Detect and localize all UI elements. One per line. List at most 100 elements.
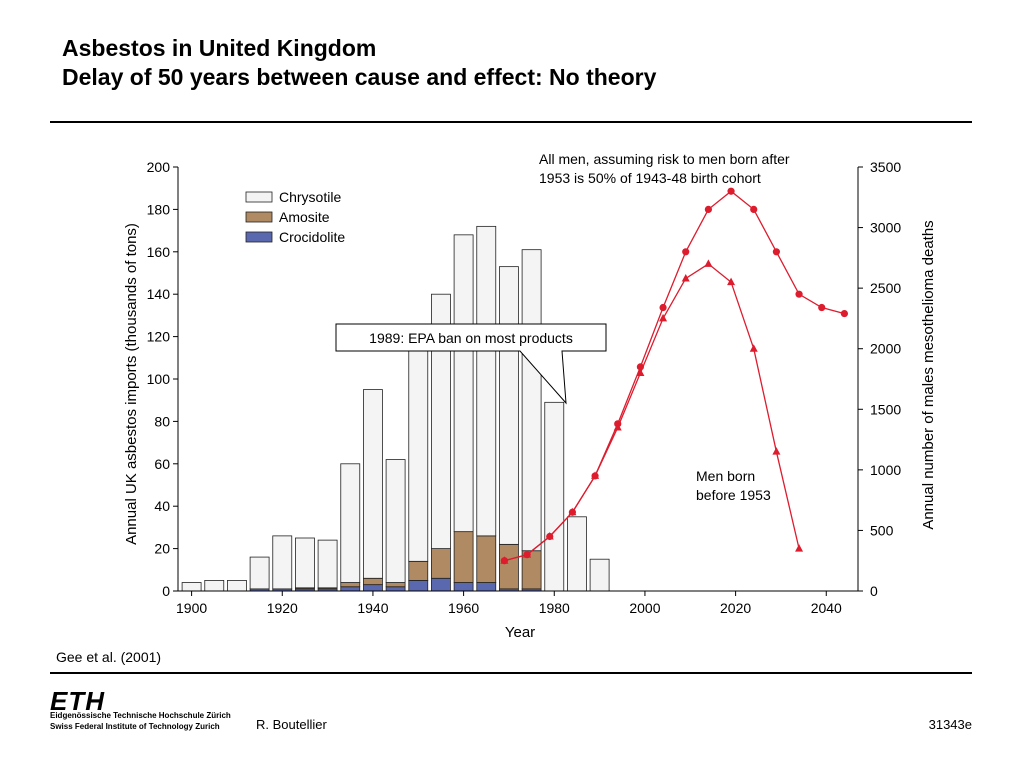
bar-1980-chrysotile — [544, 401, 565, 592]
bar-1940-chrysotile — [363, 389, 383, 579]
institution-line1: Eidgenössische Technische Hochschule Zür… — [50, 711, 231, 720]
bar-1945-chrysotile — [385, 459, 406, 583]
series-1-point — [681, 273, 690, 282]
bar-1945-crocidolite — [385, 586, 406, 592]
series-1-point — [568, 507, 577, 516]
left-tick-label: 100 — [147, 371, 171, 387]
series-1-point — [704, 259, 713, 267]
series-0-point — [750, 205, 758, 213]
doc-number: 31343e — [928, 717, 972, 732]
left-tick-label: 20 — [154, 541, 170, 557]
lines-layer — [500, 187, 849, 565]
bar-1940-crocidolite — [363, 584, 383, 592]
series-1-point — [659, 313, 668, 322]
series-0-point — [840, 309, 849, 318]
annotation-men-born-line2: before 1953 — [696, 487, 771, 503]
bar-1920-chrysotile — [272, 535, 293, 590]
header-divider — [50, 121, 972, 123]
left-tick-label: 40 — [154, 498, 170, 514]
right-tick-label: 1000 — [870, 462, 901, 478]
x-axis-title: Year — [505, 624, 535, 641]
bar-1960-chrysotile — [453, 234, 474, 533]
series-1-point — [749, 344, 758, 352]
author: R. Boutellier — [256, 717, 327, 732]
left-tick-label: 180 — [147, 201, 171, 217]
bar-1935-amosite — [340, 582, 361, 588]
right-tick-label: 0 — [870, 583, 878, 599]
series-0-point — [704, 205, 713, 213]
bar-1970-amosite — [499, 543, 519, 590]
right-tick-label: 2500 — [870, 280, 901, 296]
bar-1945-amosite — [385, 582, 406, 588]
page-title: Asbestos in United Kingdom Delay of 50 y… — [62, 34, 656, 92]
right-tick-label: 3000 — [870, 220, 901, 236]
series-0-point — [659, 303, 667, 312]
citation: Gee et al. (2001) — [56, 649, 162, 665]
x-tick-label: 2040 — [811, 600, 842, 616]
footer-divider — [50, 672, 972, 674]
bar-1950-amosite — [408, 560, 429, 581]
bar-1940-amosite — [363, 577, 383, 586]
bar-1905-chrysotile — [204, 580, 225, 592]
x-tick-label: 1980 — [539, 600, 570, 616]
bar-1955-amosite — [431, 548, 451, 579]
series-1-point — [500, 556, 509, 564]
callout-text: 1989: EPA ban on most products — [369, 330, 573, 346]
bar-1900-chrysotile — [181, 582, 202, 592]
left-tick-label: 0 — [162, 583, 170, 599]
bar-1965-chrysotile — [476, 225, 497, 537]
series-1-point — [613, 422, 622, 431]
bar-1915-chrysotile — [249, 556, 270, 590]
series-1-point — [545, 531, 554, 540]
bar-1950-crocidolite — [408, 580, 429, 592]
bar-1935-chrysotile — [340, 463, 361, 583]
series-0-point — [727, 187, 735, 195]
left-tick-label: 80 — [154, 413, 170, 429]
left-tick-label: 140 — [147, 286, 171, 302]
bar-1970-chrysotile — [499, 266, 519, 545]
right-tick-label: 2000 — [870, 341, 901, 357]
right-axis-title: Annual number of males mesothelioma deat… — [920, 220, 937, 529]
left-tick-label: 120 — [147, 329, 171, 345]
labels-layer: Chrysotile Amosite Crocidolite All men, ass… — [245, 151, 790, 503]
x-tick-label: 2000 — [629, 600, 660, 616]
bar-1910-chrysotile — [227, 580, 247, 592]
right-tick-label: 3500 — [870, 159, 901, 175]
bars-layer — [181, 225, 610, 592]
annotation-all-men-line1: All men, assuming risk to men born after — [539, 151, 790, 167]
bar-1985-chrysotile — [567, 516, 587, 592]
legend-label: Crocidolite — [279, 229, 345, 245]
left-tick-label: 160 — [147, 244, 171, 260]
callout-box — [335, 323, 607, 405]
bar-1975-chrysotile — [521, 249, 542, 552]
bar-1960-amosite — [453, 531, 474, 583]
bar-1955-chrysotile — [431, 293, 451, 550]
bar-1965-crocidolite — [476, 582, 497, 592]
bar-1955-crocidolite — [431, 577, 451, 592]
x-tick-label: 1960 — [448, 600, 479, 616]
axes-layer: 0204060801001201401601802000500100015002… — [123, 159, 937, 641]
legend-swatch — [245, 231, 273, 243]
series-1-point — [795, 544, 804, 552]
series-1-point — [772, 447, 781, 455]
bar-1990-chrysotile — [589, 558, 610, 592]
left-tick-label: 60 — [154, 456, 170, 472]
series-0-point — [818, 303, 826, 312]
bar-1960-crocidolite — [453, 582, 474, 592]
page-title-line1: Asbestos in United Kingdom — [62, 35, 377, 61]
series-0-point — [772, 248, 781, 256]
x-tick-label: 1900 — [176, 600, 207, 616]
legend-swatch — [245, 211, 273, 223]
series-1-point — [727, 277, 736, 286]
series-1-point — [591, 471, 600, 479]
legend-label: Chrysotile — [279, 189, 341, 205]
x-tick-label: 1920 — [267, 600, 298, 616]
annotation-all-men-line2: 1953 is 50% of 1943-48 birth cohort — [539, 170, 761, 186]
x-tick-label: 2020 — [720, 600, 751, 616]
bar-1925-chrysotile — [295, 537, 315, 589]
legend-swatch — [245, 191, 273, 203]
bar-1935-crocidolite — [340, 586, 361, 592]
annotation-men-born-line1: Men born — [696, 468, 755, 484]
legend-label: Amosite — [279, 209, 330, 225]
